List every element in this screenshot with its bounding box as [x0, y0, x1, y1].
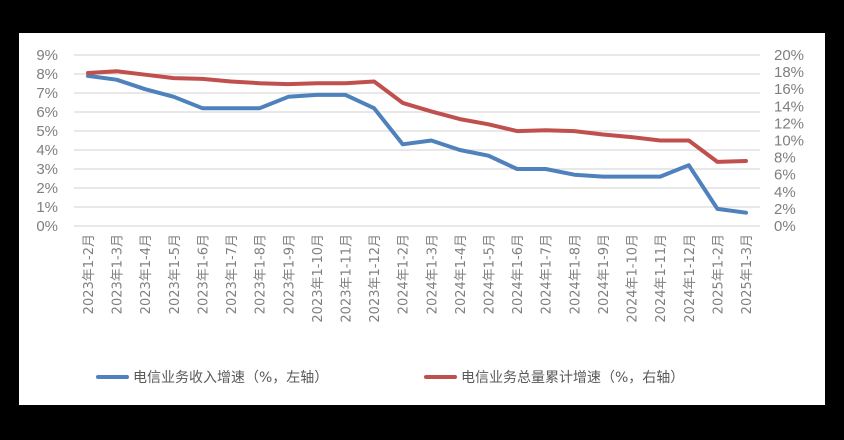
x-tick-label: 2024年1-7月 — [540, 234, 555, 314]
legend-item-volume: 电信业务总量累计增速（%，右轴） — [424, 367, 684, 387]
legend-swatch-red — [424, 375, 457, 379]
left-tick-label: 3% — [36, 161, 58, 178]
gridlines — [74, 54, 760, 227]
x-tick-label: 2023年1-11月 — [339, 234, 354, 323]
left-tick-label: 1% — [36, 199, 58, 216]
x-tick-label: 2024年1-2月 — [397, 234, 412, 314]
x-tick-label: 2024年1-5月 — [483, 234, 498, 314]
x-tick-label: 2023年1-2月 — [82, 234, 97, 314]
right-tick-label: 12% — [774, 115, 804, 132]
left-tick-label: 6% — [36, 104, 58, 121]
x-tick-label: 2025年1-3月 — [740, 234, 755, 314]
right-tick-label: 4% — [774, 184, 796, 201]
x-tick-label: 2024年1-11月 — [654, 234, 669, 323]
x-tick-label: 2023年1-4月 — [139, 234, 154, 314]
x-tick-label: 2023年1-3月 — [111, 234, 126, 314]
x-tick-label: 2023年1-5月 — [168, 234, 183, 314]
legend-label-volume: 电信业务总量累计增速（%，右轴） — [461, 370, 685, 386]
x-tick-label: 2024年1-8月 — [568, 234, 583, 314]
right-tick-label: 18% — [774, 64, 804, 81]
x-tick-label: 2023年1-7月 — [225, 234, 240, 314]
x-tick-label: 2024年1-10月 — [626, 234, 641, 323]
left-axis-ticks: 0% 1% 2% 3% 4% 5% 6% 7% 8% 9% — [36, 47, 58, 235]
right-tick-label: 14% — [774, 98, 804, 115]
right-tick-label: 10% — [774, 133, 804, 150]
right-tick-label: 2% — [774, 201, 796, 218]
revenue-growth-line — [86, 73, 748, 215]
right-tick-label: 20% — [774, 47, 804, 64]
left-tick-label: 5% — [36, 123, 58, 140]
x-tick-label: 2024年1-6月 — [511, 234, 526, 314]
x-tick-label: 2023年1-6月 — [196, 234, 211, 314]
x-tick-label: 2024年1-9月 — [597, 234, 612, 314]
x-tick-label: 2024年1-12月 — [683, 234, 698, 323]
left-tick-label: 4% — [36, 142, 58, 159]
chart-panel — [19, 33, 825, 405]
volume-growth-line — [86, 69, 748, 164]
right-tick-label: 16% — [774, 81, 804, 98]
x-tick-label: 2023年1-10月 — [311, 234, 326, 323]
left-tick-label: 9% — [36, 47, 58, 64]
series-lines — [86, 69, 748, 215]
x-axis-ticks: 2023年1-2月 2023年1-3月 2023年1-4月 2023年1-5月 2023… — [82, 234, 755, 323]
right-tick-label: 8% — [774, 150, 796, 167]
x-tick-label: 2023年1-12月 — [368, 234, 383, 323]
legend-label-revenue: 电信业务收入增速（%，左轴） — [133, 370, 329, 386]
x-tick-label: 2024年1-3月 — [425, 234, 440, 314]
left-tick-label: 8% — [36, 66, 58, 83]
x-tick-label: 2023年1-8月 — [254, 234, 269, 314]
right-tick-label: 6% — [774, 167, 796, 184]
x-tick-label: 2025年1-2月 — [711, 234, 726, 314]
legend-item-revenue: 电信业务收入增速（%，左轴） — [96, 367, 328, 387]
legend-swatch-blue — [96, 375, 129, 379]
x-tick-label: 2023年1-9月 — [282, 234, 297, 314]
left-tick-label: 7% — [36, 85, 58, 102]
right-axis-ticks: 0%2%4%6%8%10%12%14%16%18%20% — [774, 47, 804, 235]
left-tick-label: 0% — [36, 218, 58, 235]
left-tick-label: 2% — [36, 180, 58, 197]
right-tick-label: 0% — [774, 218, 796, 235]
x-tick-label: 2024年1-4月 — [454, 234, 469, 314]
